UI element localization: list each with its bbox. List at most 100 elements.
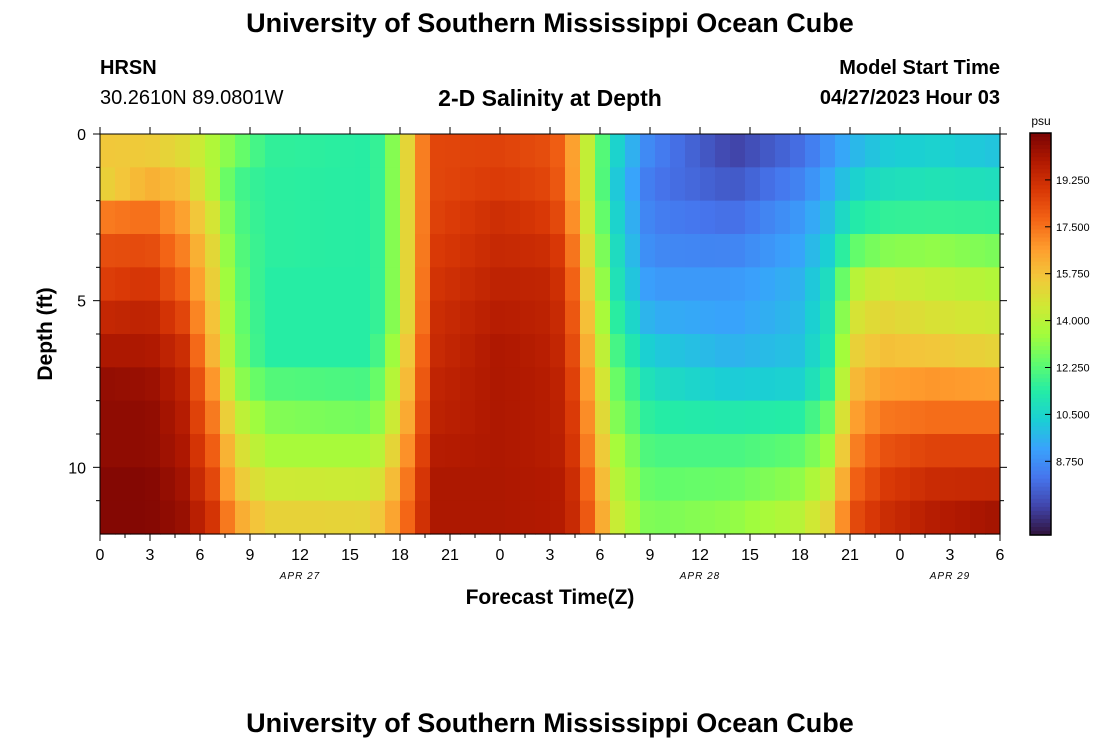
heatmap-cell [115,367,131,402]
heatmap-cell [775,500,791,535]
heatmap-cell [250,500,266,535]
heatmap-cell [640,200,656,235]
colorbar: 19.250 17.500 15.750 14.000 12.250 10.500 8.75… [1029,132,1090,536]
heatmap-cell [190,267,206,302]
axes: 0 3 6 9 12 15 18 21 0 3 6 9 12 15 18 21 0 3 6 APR 27 APR 28 A… [68,127,1007,582]
heatmap-cell [685,500,701,535]
heatmap-cell [940,167,956,202]
colorbar-segment [1030,402,1051,407]
heatmap-cell [205,234,221,268]
heatmap-cell [595,267,611,302]
heatmap-cell [625,267,641,302]
heatmap-cell [970,234,986,268]
colorbar-segment [1030,462,1051,468]
heatmap-cell [220,500,236,535]
heatmap-cell [415,234,431,268]
heatmap-cell [100,334,116,368]
colorbar-segment [1030,329,1051,335]
heatmap-cell [805,434,821,468]
heatmap-cell [730,134,746,168]
heatmap-cell [865,267,881,302]
heatmap-cell [295,234,311,268]
heatmap-cell [955,267,971,302]
heatmap-cell [625,334,641,368]
heatmap-cell [445,434,461,468]
heatmap-cell [625,200,641,235]
heatmap-cell [565,434,581,468]
heatmap-cell [835,200,851,235]
heatmap-cell [970,300,986,335]
heatmap-cell [745,200,761,235]
heatmap-cell [805,334,821,368]
colorbar-segment [1030,205,1051,210]
heatmap-cell [595,434,611,468]
heatmap-cell [940,134,956,168]
heatmap-cell [760,234,776,268]
heatmap-cell [310,467,326,502]
colorbar-segment [1030,313,1051,319]
heatmap-cell [745,367,761,402]
x-tick-label: 15 [741,547,759,564]
heatmap-cell [445,467,461,502]
heatmap-cell [985,334,1001,368]
heatmap-cell [715,267,731,302]
heatmap-cell [145,200,161,235]
colorbar-segment [1030,257,1051,263]
heatmap-cell [925,300,941,335]
heatmap-cell [175,500,191,535]
colorbar-segment [1030,334,1051,339]
heatmap-cell [340,134,356,168]
heatmap-cell [670,334,686,368]
heatmap-cell [475,367,491,402]
heatmap-cell [175,134,191,168]
colorbar-segment [1030,418,1051,424]
heatmap-cell [880,267,896,302]
colorbar-segment [1030,498,1051,504]
heatmap-cell [790,134,806,168]
heatmap-cell [505,434,521,468]
heatmap-cell [100,400,116,435]
date-label: APR 27 [279,571,320,582]
heatmap-cell [295,134,311,168]
heatmap-cell [400,167,416,202]
heatmap-cell [535,300,551,335]
heatmap-cell [985,500,1001,535]
heatmap-cell [985,300,1001,335]
station-coordinates: 30.2610N 89.0801W [100,87,284,109]
heatmap-cell [640,167,656,202]
heatmap-cell [310,434,326,468]
heatmap-cell [205,434,221,468]
heatmap-cell [760,334,776,368]
heatmap-cell [535,234,551,268]
heatmap-cell [550,467,566,502]
heatmap-cell [730,200,746,235]
heatmap-cell [820,300,836,335]
heatmap-cell [670,467,686,502]
heatmap-cell [160,334,176,368]
heatmap-cell [730,300,746,335]
heatmap-cell [265,234,281,268]
heatmap-cell [835,434,851,468]
heatmap-cell [625,234,641,268]
heatmap-cell [400,234,416,268]
colorbar-segment [1030,374,1051,379]
heatmap-cell [265,367,281,402]
heatmap-cell [490,367,506,402]
colorbar-tick-label: 14.000 [1056,316,1090,328]
heatmap-cell [925,500,941,535]
heatmap-cell [850,200,866,235]
x-tick-label: 18 [791,547,809,564]
heatmap-cell [340,367,356,402]
heatmap-cell [895,267,911,302]
heatmap-cell [265,434,281,468]
heatmap-cell [355,167,371,202]
heatmap-cell [325,400,341,435]
heatmap-cell [850,334,866,368]
heatmap-cell [610,434,626,468]
heatmap-cell [565,300,581,335]
heatmap-cell [400,434,416,468]
heatmap-cell [580,467,596,502]
heatmap-cell [235,334,251,368]
heatmap-cell [250,400,266,435]
heatmap-cell [430,500,446,535]
